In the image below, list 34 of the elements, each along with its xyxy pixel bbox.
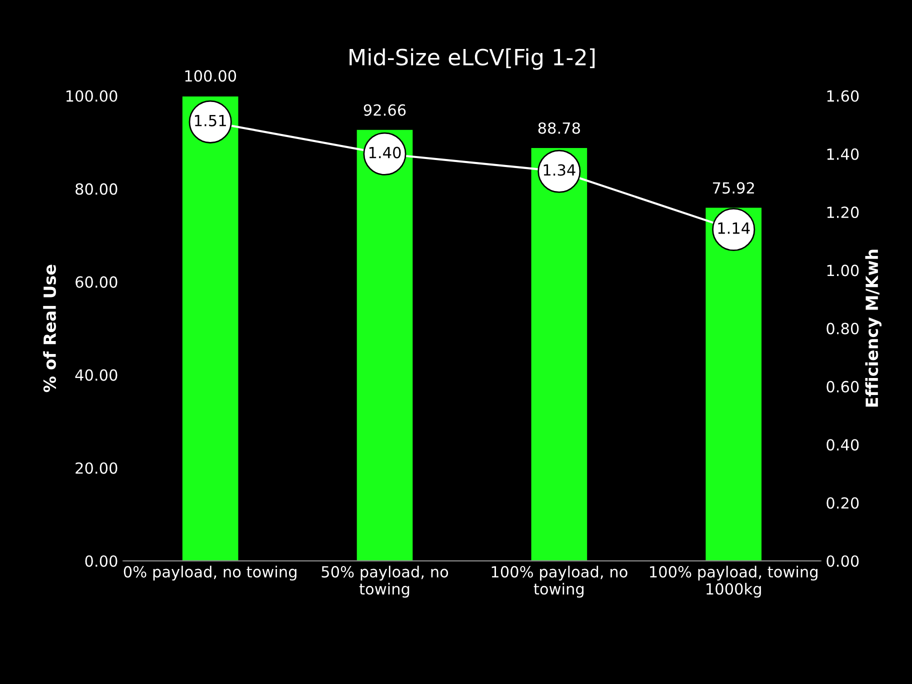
chart-title: Mid-Size eLCV[Fig 1-2] — [350, 48, 595, 70]
data-label: 92.66 — [364, 104, 406, 116]
data-label: 88.78 — [538, 122, 580, 134]
data-label: 75.92 — [712, 182, 754, 194]
y-tick-label: 20.00 — [76, 462, 118, 474]
data-label: 1.40 — [369, 146, 401, 158]
y2-tick-label: 0.80 — [826, 322, 859, 334]
x-tick-label: 0% payload, no towing — [124, 566, 296, 581]
data-label: 100.00 — [185, 70, 236, 82]
data-label: 1.14 — [718, 222, 750, 234]
data-label: 1.51 — [195, 115, 226, 126]
y2-axis-title: Efficiency M/Kwh — [865, 250, 882, 407]
y2-tick-label: 1.60 — [827, 90, 859, 102]
y2-tick-label: 1.20 — [827, 206, 859, 218]
bar — [182, 96, 238, 561]
x-tick-label: 100% payload, no towing — [492, 566, 628, 598]
y2-tick-label: 1.40 — [827, 148, 859, 160]
y2-tick-label: 0.00 — [826, 555, 859, 567]
y-tick-label: 40.00 — [75, 369, 118, 381]
data-label: 1.34 — [544, 164, 576, 176]
y2-tick-label: 0.40 — [826, 439, 859, 451]
y2-tick-label: 0.60 — [826, 380, 859, 392]
y2-tick-label: 1.00 — [827, 264, 859, 276]
bar — [531, 148, 588, 561]
x-tick-label: 100% payload, towing 1000kg — [650, 566, 818, 598]
bar — [356, 130, 413, 561]
y-tick-label: 80.00 — [76, 183, 118, 195]
y-tick-label: 60.00 — [76, 276, 118, 288]
x-tick-label: 50% payload, no towing — [322, 566, 448, 598]
y-axis-title: % of Real Use — [43, 264, 56, 392]
y2-tick-label: 0.20 — [826, 497, 859, 509]
y-tick-label: 100.00 — [66, 90, 118, 102]
bar — [706, 208, 762, 561]
y-tick-label: 0.00 — [85, 555, 118, 567]
